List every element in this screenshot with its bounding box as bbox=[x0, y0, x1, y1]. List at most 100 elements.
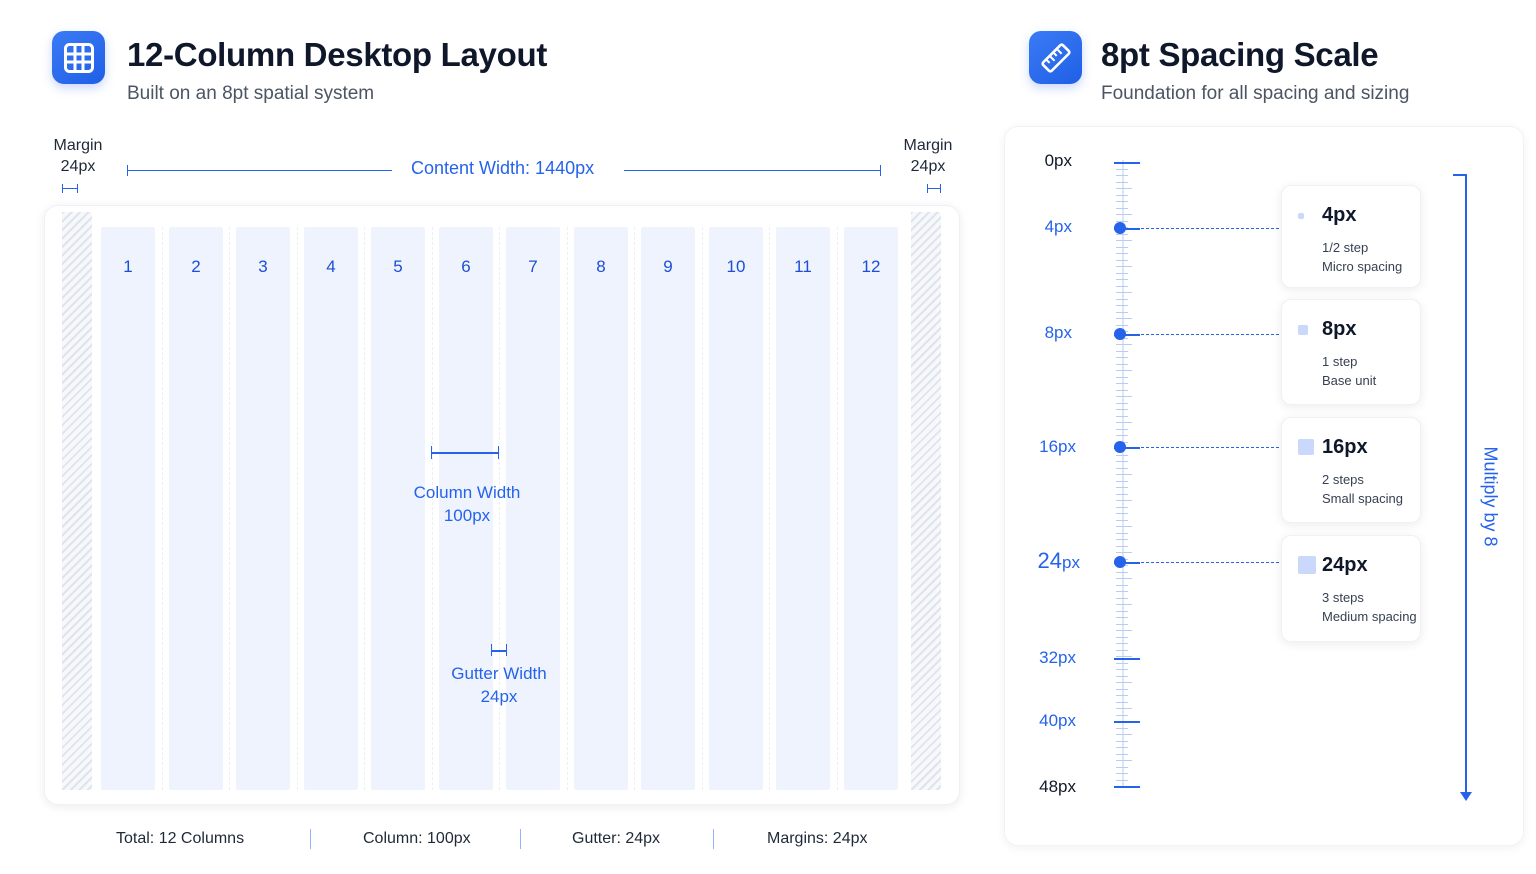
ruler-major-tick bbox=[1114, 447, 1140, 449]
scale-label-0-num: 0 bbox=[1044, 151, 1055, 170]
ruler-tick bbox=[1116, 474, 1132, 475]
ruler-tick bbox=[1116, 455, 1128, 456]
spacing-card-desc: Base unit bbox=[1322, 373, 1377, 388]
spacing-card-desc: Micro spacing bbox=[1322, 259, 1403, 274]
spacing-card-4: 4px 1/2 step Micro spacing bbox=[1281, 185, 1421, 288]
ruler-tick bbox=[1116, 520, 1128, 521]
column-width-label: Column Width 100px bbox=[392, 481, 542, 527]
column-number: 8 bbox=[596, 257, 606, 276]
margin-left-label: Margin 24px bbox=[48, 135, 108, 177]
grid-column: 1 bbox=[101, 227, 155, 790]
grid-column: 3 bbox=[236, 227, 290, 790]
swatch-4 bbox=[1298, 213, 1304, 219]
ruler-tick bbox=[1116, 669, 1128, 670]
ruler-tick bbox=[1116, 292, 1132, 293]
footer-gutter: Gutter: 24px bbox=[572, 830, 661, 847]
scale-label-48: 48px bbox=[1010, 777, 1076, 797]
ruler-tick bbox=[1116, 598, 1128, 599]
ruler-tick bbox=[1116, 240, 1132, 241]
connector-8 bbox=[1126, 334, 1279, 335]
gutter-guide bbox=[769, 227, 770, 790]
ruler-tick bbox=[1116, 481, 1128, 482]
ruler-tick bbox=[1116, 591, 1128, 592]
ruler-tick bbox=[1116, 409, 1128, 410]
gutter-guide bbox=[837, 227, 838, 790]
spacing-card-steps: 1/2 step bbox=[1322, 240, 1369, 255]
margin-left-tick-b bbox=[77, 184, 78, 193]
spacing-card-8: 8px 1 step Base unit bbox=[1281, 299, 1421, 405]
connector-4 bbox=[1126, 228, 1279, 229]
ruler-tick bbox=[1116, 663, 1128, 664]
scale-label-4-num: 4 bbox=[1044, 217, 1055, 236]
ruler-tick bbox=[1116, 767, 1128, 768]
margin-right-tick-a bbox=[927, 184, 928, 193]
ruler-major-tick bbox=[1114, 228, 1140, 230]
ruler-tick bbox=[1116, 507, 1128, 508]
ruler-major-tick bbox=[1114, 162, 1140, 164]
gutter-guide bbox=[634, 227, 635, 790]
ruler-tick bbox=[1116, 604, 1132, 605]
column-number: 11 bbox=[794, 257, 812, 276]
ruler-major-tick bbox=[1114, 721, 1140, 723]
ruler-tick bbox=[1116, 715, 1128, 716]
scale-marker-4 bbox=[1114, 222, 1126, 234]
gutter-guide bbox=[229, 227, 230, 790]
ruler-tick bbox=[1116, 630, 1132, 631]
ruler-tick bbox=[1116, 734, 1132, 735]
gutter-width-value: 24px bbox=[480, 687, 518, 706]
multiply-arrow-line bbox=[1465, 174, 1467, 792]
ruler-tick bbox=[1116, 325, 1128, 326]
ruler-tick bbox=[1116, 728, 1128, 729]
scale-title: 8pt Spacing Scale bbox=[1101, 36, 1379, 73]
swatch-24 bbox=[1298, 556, 1316, 574]
ruler-tick bbox=[1116, 539, 1128, 540]
footer-separator bbox=[713, 829, 714, 849]
ruler-tick bbox=[1116, 208, 1128, 209]
margin-right-title: Margin bbox=[903, 137, 953, 154]
multiply-label: Multiply by 8 bbox=[1480, 446, 1501, 547]
column-width-line bbox=[431, 452, 499, 454]
spacing-card-size: 8px bbox=[1322, 318, 1357, 340]
ruler-tick bbox=[1116, 468, 1128, 469]
gutter-width-title: Gutter Width bbox=[451, 664, 547, 683]
ruler-tick bbox=[1116, 650, 1128, 651]
column-width-title: Column Width bbox=[413, 483, 521, 502]
scale-marker-8 bbox=[1114, 328, 1126, 340]
ruler-tick bbox=[1116, 396, 1132, 397]
ruler-tick bbox=[1116, 383, 1128, 384]
footer-total-columns: Total: 12 Columns bbox=[116, 830, 245, 847]
scale-card bbox=[1004, 126, 1524, 846]
spacing-card-steps: 1 step bbox=[1322, 354, 1358, 369]
scale-label-8-unit: px bbox=[1054, 323, 1072, 342]
grid-column: 7 bbox=[506, 227, 560, 790]
ruler-tick bbox=[1116, 429, 1128, 430]
scale-label-4: 4px bbox=[1010, 217, 1072, 237]
margin-left-tick-a bbox=[62, 184, 63, 193]
spacing-card-desc: Small spacing bbox=[1322, 491, 1403, 506]
ruler-major-tick bbox=[1114, 786, 1140, 788]
spacing-card-size: 4px bbox=[1322, 204, 1357, 226]
ruler-tick bbox=[1116, 546, 1128, 547]
scale-label-48-unit: px bbox=[1058, 777, 1076, 796]
ruler-tick bbox=[1116, 682, 1132, 683]
ruler-tick bbox=[1116, 188, 1132, 189]
scale-marker-16 bbox=[1114, 441, 1126, 453]
margin-strip-left bbox=[62, 212, 92, 790]
ruler-tick bbox=[1116, 695, 1128, 696]
margin-right-label: Margin 24px bbox=[898, 135, 958, 177]
ruler-tick bbox=[1116, 422, 1132, 423]
scale-label-32-unit: px bbox=[1058, 648, 1076, 667]
ruler-tick bbox=[1116, 357, 1128, 358]
ruler-tick bbox=[1116, 221, 1128, 222]
ruler-tick bbox=[1116, 299, 1128, 300]
page-subtitle: Built on an 8pt spatial system bbox=[127, 83, 375, 104]
gutter-guide bbox=[432, 227, 433, 790]
ruler-tick bbox=[1116, 201, 1128, 202]
ruler-tick bbox=[1116, 234, 1128, 235]
ruler-tick bbox=[1116, 279, 1128, 280]
ruler-tick bbox=[1116, 318, 1132, 319]
content-width-line-right bbox=[624, 170, 880, 171]
ruler-tick bbox=[1116, 266, 1132, 267]
ruler-tick bbox=[1116, 702, 1128, 703]
margin-left-measure bbox=[62, 188, 78, 189]
